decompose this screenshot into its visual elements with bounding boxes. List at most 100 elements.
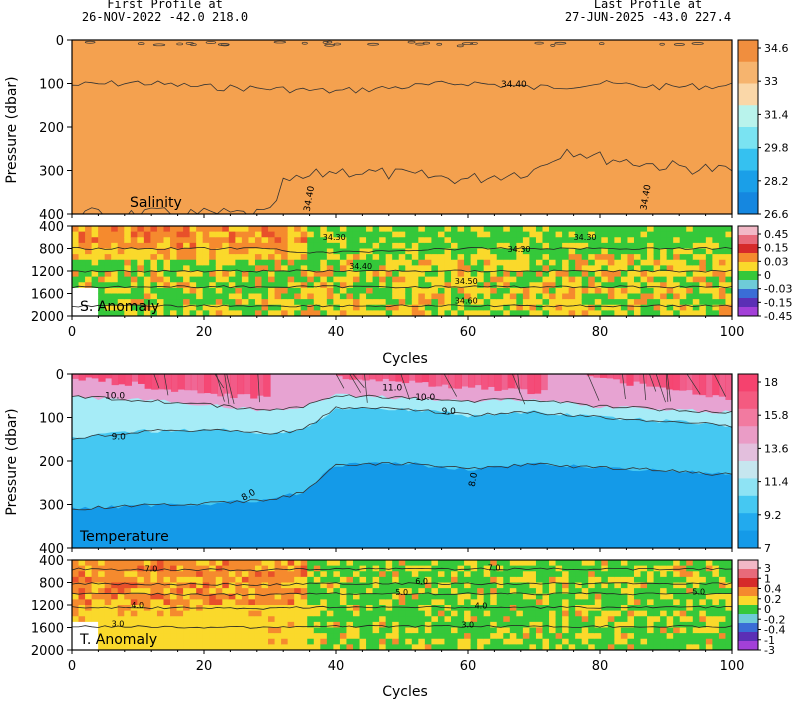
anomaly-cell (673, 237, 681, 244)
anomaly-cell (261, 605, 269, 612)
anomaly-cell (268, 226, 276, 233)
anomaly-cell (627, 644, 635, 650)
anomaly-cell (699, 299, 707, 306)
anomaly-cell (339, 226, 348, 233)
anomaly-cell (333, 560, 341, 567)
anomaly-cell (725, 310, 732, 316)
anomaly-cell (555, 287, 563, 295)
anomaly-cell (156, 582, 165, 589)
anomaly-cell (189, 599, 197, 606)
colorbar-swatch (738, 374, 758, 392)
surface-contour (599, 42, 605, 45)
anomaly-cell (673, 588, 681, 595)
anomaly-cell (607, 271, 615, 278)
anomaly-cell (91, 231, 99, 238)
anomaly-cell (352, 299, 361, 306)
anomaly-cell (718, 276, 727, 283)
anomaly-cell (359, 237, 367, 244)
anomaly-cell (261, 310, 269, 316)
anomaly-cell (451, 276, 459, 283)
anomaly-cell (535, 633, 544, 640)
anomaly-cell (411, 287, 419, 295)
x-tick-label: 20 (196, 659, 213, 674)
anomaly-cell (156, 226, 165, 233)
anomaly-cell (130, 610, 138, 617)
first-profile-label: First Profile at (107, 0, 223, 11)
anomaly-cell (542, 638, 550, 645)
anomaly-cell (339, 248, 348, 255)
temperature-contour-stripe (713, 374, 726, 397)
anomaly-cell (294, 593, 302, 600)
anomaly-cell (352, 265, 361, 272)
anomaly-cell (156, 231, 165, 238)
anomaly-cell (712, 644, 720, 650)
anomaly-cell (692, 293, 700, 300)
anomaly-cell (607, 616, 615, 623)
anomaly-cell (150, 638, 158, 645)
anomaly-cell (215, 276, 223, 283)
anomaly-cell (281, 287, 289, 295)
surface-contour (326, 40, 333, 44)
anomaly-cell (241, 571, 250, 578)
anomaly-cell (503, 231, 511, 238)
anomaly-cell (170, 571, 178, 578)
anomaly-cell (359, 582, 367, 589)
anomaly-cell (196, 304, 204, 311)
anomaly-cell (633, 231, 642, 238)
anomaly-cell (137, 287, 145, 295)
anomaly-cell (281, 633, 289, 640)
anomaly-cell (98, 621, 106, 629)
anomaly-cell (509, 633, 517, 640)
anomaly-cell (143, 560, 152, 567)
anomaly-cell (248, 304, 256, 311)
anomaly-cell (503, 293, 511, 300)
anomaly-cell (163, 282, 171, 289)
anomaly-cell (405, 616, 413, 623)
colorbar-swatch (738, 443, 758, 462)
anomaly-cell (281, 259, 289, 266)
anomaly-cell (555, 226, 563, 233)
temperature-warm-cell (718, 374, 726, 397)
anomaly-cell (176, 310, 184, 316)
anomaly-cell (490, 571, 498, 578)
anomaly-cell (320, 231, 328, 238)
anomaly-cell (156, 287, 165, 295)
anomaly-cell (522, 293, 531, 300)
anomaly-cell (581, 282, 589, 289)
anomaly-cell (647, 242, 655, 250)
anomaly-cell (640, 644, 648, 650)
anomaly-cell (313, 593, 321, 600)
anomaly-cell (163, 576, 171, 584)
anomaly-cell (300, 254, 308, 261)
anomaly-cell (170, 638, 178, 645)
anomaly-cell (633, 593, 642, 600)
anomaly-cell (196, 560, 204, 567)
anomaly-cell (333, 582, 341, 589)
anomaly-cell (705, 638, 713, 645)
anomaly-cell (254, 593, 263, 600)
anomaly-cell (137, 254, 145, 261)
anomaly-cell (143, 304, 152, 311)
anomaly-cell (241, 310, 250, 316)
anomaly-cell (594, 237, 602, 244)
anomaly-cell (477, 265, 485, 272)
anomaly-cell (725, 282, 732, 289)
anomaly-cell (91, 638, 99, 645)
anomaly-cell (183, 571, 191, 578)
anomaly-cell (117, 293, 125, 300)
anomaly-cell (98, 287, 106, 295)
anomaly-cell (679, 287, 687, 295)
anomaly-cell (137, 276, 145, 283)
anomaly-cell (555, 276, 563, 283)
anomaly-cell (85, 638, 93, 645)
anomaly-cell (98, 593, 106, 600)
anomaly-cell (98, 282, 106, 289)
anomaly-cell (411, 231, 419, 238)
anomaly-cell (287, 644, 295, 650)
colorbar-tick-label: 7 (764, 542, 771, 555)
anomaly-cell (202, 304, 210, 311)
anomaly-cell (529, 226, 537, 233)
anomaly-cell (601, 560, 609, 567)
anomaly-cell (170, 599, 178, 606)
temperature-warm-cell (250, 374, 258, 399)
